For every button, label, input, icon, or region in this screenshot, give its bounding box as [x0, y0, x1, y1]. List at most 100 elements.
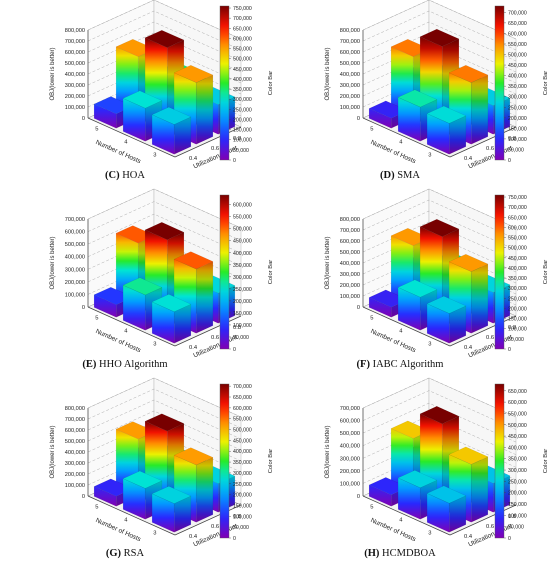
colorbar-tick-label: 50,000	[508, 525, 524, 531]
colorbar	[494, 383, 505, 539]
y-axis-line	[449, 504, 517, 536]
colorbar-tick-label: 650,000	[508, 389, 527, 395]
z-tick-label: 300,000	[65, 267, 85, 273]
z-tick-label: 700,000	[340, 228, 360, 234]
chart-panel: 0 100,000 200,000 300,000 400,000 500,000 600,…	[275, 188, 550, 378]
z-tick-label: 500,000	[65, 439, 85, 445]
bar-top	[173, 447, 214, 466]
z-tick-label: 800,000	[340, 217, 360, 223]
colorbar	[494, 5, 505, 161]
z-axis-label: OBJ(lower is better)	[325, 236, 331, 289]
colorbar-tick-label: 50,000	[508, 147, 524, 153]
colorbar-tick-label: 400,000	[508, 74, 527, 80]
colorbar-tick-label: 500,000	[233, 428, 252, 434]
host-tick-label: 4	[399, 518, 403, 524]
x-axis-label: Number of Hosts	[94, 139, 142, 166]
panel-title: IABC Algorithm	[369, 359, 444, 370]
z-axis-label: OBJ(lower is better)	[325, 47, 331, 100]
colorbar-tick-label: 400,000	[233, 251, 252, 257]
x-axis-label: Number of Hosts	[369, 139, 417, 166]
colorbar-tick-label: 500,000	[233, 227, 252, 233]
colorbar-tick-label: 700,000	[233, 384, 252, 390]
chart-svg: 0 100,000 200,000 300,000 400,000 500,000 600,…	[50, 377, 274, 548]
z-tick-label: 100,000	[340, 105, 360, 111]
colorbar-tick-label: 0	[508, 347, 511, 353]
colorbar-tick-label: 200,000	[508, 116, 527, 122]
util-tick-label: 0.4	[464, 345, 473, 351]
bar-top	[419, 406, 460, 424]
z-tick-label: 200,000	[65, 472, 85, 478]
host-tick-label: 4	[124, 518, 128, 524]
z-tick-label: 100,000	[340, 294, 360, 300]
colorbar-tick-label: 600,000	[508, 400, 527, 406]
z-axis-label: OBJ(lower is better)	[325, 425, 331, 478]
gridline	[362, 377, 517, 418]
panel-title: HOA	[119, 170, 145, 181]
z-tick-label: 700,000	[65, 217, 85, 223]
bar-top	[122, 470, 163, 489]
gridline	[87, 213, 242, 254]
colorbar-tick-label: 150,000	[508, 317, 527, 323]
colorbar-tick-label: 400,000	[233, 77, 252, 83]
colorbar-tick-label: 150,000	[233, 128, 252, 134]
colorbar-label: Color Bar	[268, 71, 274, 96]
chart-svg: 0 100,000 200,000 300,000 400,000 500,000 600,…	[50, 0, 274, 170]
util-tick-label: 0.6	[486, 335, 494, 341]
bar-top	[173, 251, 214, 270]
host-tick-label: 4	[124, 329, 128, 335]
colorbar-tick-label: 100,000	[508, 327, 527, 333]
colorbar-tick-label: 450,000	[508, 434, 527, 440]
util-tick-label: 0.6	[211, 335, 219, 341]
z-tick-label: 0	[357, 305, 360, 311]
z-axis-label: OBJ(lower is better)	[50, 425, 56, 478]
z-tick-label: 0	[357, 494, 360, 500]
colorbar-tick-label: 50,000	[233, 525, 249, 531]
gridline	[87, 388, 242, 429]
chart-svg: 0 100,000 200,000 300,000 400,000 500,000 600,…	[325, 188, 549, 359]
z-tick-label: 500,000	[65, 61, 85, 67]
colorbar-tick-label: 50,000	[233, 335, 249, 341]
colorbar-tick-label: 500,000	[508, 53, 527, 59]
colorbar-tick-label: 150,000	[233, 311, 252, 317]
colorbar-label: Color Bar	[268, 449, 274, 474]
colorbar-tick-label: 600,000	[508, 31, 527, 37]
chart-svg: 0 100,000 200,000 300,000 400,000 500,000 600,…	[325, 377, 549, 548]
z-tick-label: 200,000	[65, 280, 85, 286]
x-axis-label: Number of Hosts	[94, 517, 142, 544]
panel-letter: (D)	[380, 170, 395, 181]
chart-panel: 0 100,000 200,000 300,000 400,000 500,000 600,…	[275, 0, 550, 189]
colorbar-tick-label: 550,000	[233, 417, 252, 423]
host-tick-label: 3	[428, 153, 431, 159]
util-tick-label: 0.4	[464, 534, 473, 540]
z-tick-label: 800,000	[340, 28, 360, 34]
bar-face-side	[196, 457, 214, 523]
bar-top	[397, 89, 438, 108]
colorbar-tick-label: 600,000	[233, 406, 252, 412]
util-tick-label: 0.6	[486, 524, 494, 530]
z-tick-label: 700,000	[65, 39, 85, 45]
colorbar-tick-label: 550,000	[233, 47, 252, 53]
y-axis-line	[449, 126, 517, 158]
bar-face-side	[471, 74, 489, 145]
colorbar-tick-label: 450,000	[233, 239, 252, 245]
gridline	[362, 10, 517, 51]
z-tick-label: 400,000	[65, 72, 85, 78]
util-tick-label: 0.4	[189, 345, 198, 351]
colorbar-tick-label: 200,000	[508, 491, 527, 497]
colorbar-tick-label: 250,000	[233, 482, 252, 488]
gridline	[87, 377, 242, 418]
bar-top	[419, 219, 460, 237]
panel-caption: (F) IABC Algorithm	[335, 359, 465, 370]
panel-title: HCMDBOA	[379, 548, 436, 559]
colorbar-label: Color Bar	[543, 449, 549, 474]
colorbar-tick-label: 500,000	[508, 423, 527, 429]
colorbar-tick-label: 100,000	[233, 514, 252, 520]
util-tick-label: 0.4	[189, 156, 198, 162]
bar-face-side	[471, 456, 489, 523]
util-tick-label: 0.8	[508, 514, 516, 520]
gridline	[362, 199, 517, 240]
colorbar-tick-label: 550,000	[508, 42, 527, 48]
colorbar-tick-label: 100,000	[233, 138, 252, 144]
bar-top	[448, 65, 489, 83]
colorbar-tick-label: 550,000	[508, 236, 527, 242]
